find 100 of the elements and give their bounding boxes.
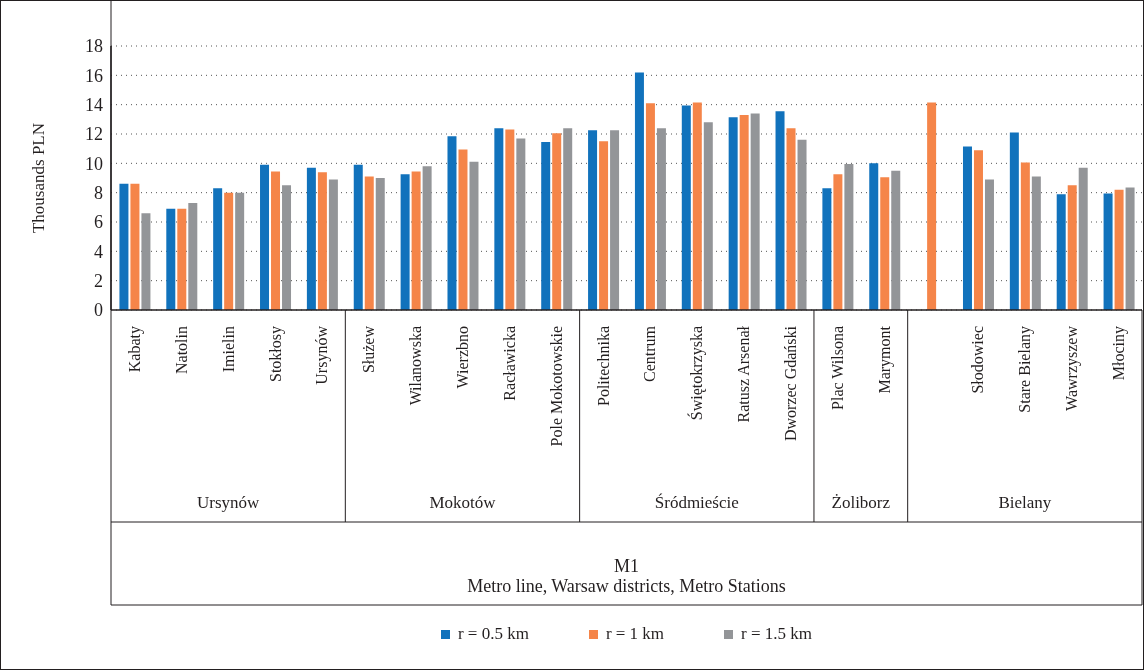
bar xyxy=(282,185,292,310)
bar xyxy=(516,138,526,310)
bar xyxy=(306,167,316,310)
x-tick-label: Ursynów xyxy=(313,325,332,385)
bar xyxy=(328,179,338,310)
text: Śródmieście xyxy=(654,493,739,512)
bar xyxy=(271,171,281,310)
bar xyxy=(224,192,234,310)
bar xyxy=(692,102,702,310)
bar xyxy=(927,102,937,310)
legend-label: r = 1 km xyxy=(605,624,665,644)
bar xyxy=(317,172,327,310)
y-tick-label: 16 xyxy=(85,65,103,86)
bar xyxy=(833,174,843,310)
bar xyxy=(541,142,551,310)
y-axis-title: Thousands PLN xyxy=(29,122,49,234)
bar xyxy=(962,146,972,310)
bar xyxy=(188,202,198,310)
bar xyxy=(494,128,504,310)
bar xyxy=(656,128,666,310)
bar xyxy=(422,166,432,310)
bar xyxy=(1009,132,1019,310)
x-tick-label: Służew xyxy=(360,325,378,374)
bar xyxy=(141,213,151,310)
x-tick-label: Plac Wilsona xyxy=(828,326,846,410)
bar xyxy=(1103,193,1113,310)
bar xyxy=(728,117,738,310)
bar xyxy=(364,176,374,310)
x-tick-label: Kabaty xyxy=(125,326,144,373)
y-tick-label: 0 xyxy=(94,300,103,321)
y-tick-label: 12 xyxy=(85,124,103,145)
bar xyxy=(469,161,479,310)
text: Ursynów xyxy=(196,493,261,512)
x-tick-label: Wierzbno xyxy=(453,326,471,389)
bar xyxy=(681,105,691,310)
x-tick-label: Racławicka xyxy=(500,326,518,401)
y-tick-label: 2 xyxy=(94,271,103,292)
bar xyxy=(973,150,983,310)
bar xyxy=(1031,176,1041,310)
x-tick-label: Politechnika xyxy=(594,326,612,406)
bar xyxy=(563,128,573,310)
x-tick-label: Marymont xyxy=(875,325,894,394)
bar xyxy=(177,208,187,310)
x-tick-label: Wawrzyszew xyxy=(1063,325,1082,411)
y-tick-label: 18 xyxy=(85,36,103,57)
bar xyxy=(703,122,713,310)
bar xyxy=(844,164,854,310)
x-tick-label: Imielin xyxy=(219,326,237,373)
bar xyxy=(775,111,785,310)
bar xyxy=(458,149,468,310)
bar xyxy=(1020,162,1030,310)
bar xyxy=(1114,189,1124,310)
bar xyxy=(588,130,598,310)
bar xyxy=(1056,194,1066,310)
bar xyxy=(213,188,223,310)
x-tick-label: Pole Mokotowskie xyxy=(547,326,565,447)
bar xyxy=(235,192,245,310)
x-tick-label: Stare Bielany xyxy=(1016,326,1035,413)
y-tick-label: 8 xyxy=(94,183,103,204)
bar xyxy=(786,128,796,310)
text: M1 xyxy=(613,556,640,576)
bar xyxy=(645,103,655,310)
bar xyxy=(130,183,140,310)
x-tick-label: Wilanowska xyxy=(407,326,425,406)
bar xyxy=(891,170,901,310)
x-tick-label: Dworzec Gdański xyxy=(782,325,800,442)
bar xyxy=(880,177,890,310)
x-tick-label: Słodowiec xyxy=(969,326,987,394)
y-tick-label: 4 xyxy=(94,241,103,262)
bar xyxy=(1125,187,1135,310)
x-tick-label: Młociny xyxy=(1110,326,1129,381)
y-tick-label: 10 xyxy=(85,153,103,174)
bar xyxy=(869,163,879,310)
text: Metro line, Warsaw districts, Metro Stations xyxy=(467,576,786,596)
legend-label: r = 1.5 km xyxy=(741,624,813,644)
bar xyxy=(375,178,385,310)
x-tick-label: Centrum xyxy=(641,325,659,382)
bar xyxy=(166,208,176,310)
text: Bielany xyxy=(998,493,1052,512)
text: Żoliborz xyxy=(831,493,891,512)
text: Mokotów xyxy=(429,493,497,512)
y-tick-label: 14 xyxy=(85,95,103,116)
bar xyxy=(447,136,457,310)
bar xyxy=(610,130,620,310)
x-tick-label: Natolin xyxy=(172,326,190,374)
bar xyxy=(750,113,760,310)
bar xyxy=(505,129,515,310)
bar xyxy=(260,164,270,310)
bar xyxy=(400,174,410,310)
bar xyxy=(119,183,129,310)
bar xyxy=(599,141,609,310)
bar xyxy=(822,188,832,310)
bar xyxy=(353,164,363,310)
x-tick-label: Świętokrzyska xyxy=(687,326,707,421)
bar xyxy=(411,171,421,310)
bar xyxy=(1078,167,1088,310)
y-tick-label: 6 xyxy=(94,212,103,233)
bar xyxy=(739,114,749,310)
x-tick-label: Stokłosy xyxy=(266,326,285,383)
bar xyxy=(984,179,994,310)
